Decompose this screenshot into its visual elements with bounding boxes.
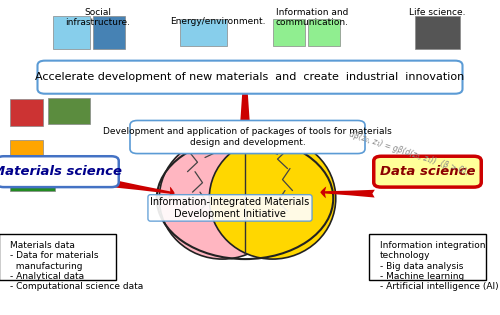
Text: Materials data
- Data for materials
  manufacturing
- Analytical data
- Computat: Materials data - Data for materials manu… <box>10 241 143 291</box>
FancyBboxPatch shape <box>368 234 486 280</box>
FancyBboxPatch shape <box>0 234 116 280</box>
Text: Life science.: Life science. <box>409 8 466 17</box>
Ellipse shape <box>209 138 336 259</box>
Text: Information-Integrated Materials
Development Initiative: Information-Integrated Materials Develop… <box>150 197 310 219</box>
Text: Social
infrastructure.: Social infrastructure. <box>65 8 130 27</box>
Ellipse shape <box>159 138 286 259</box>
FancyBboxPatch shape <box>52 16 90 49</box>
Text: Data science: Data science <box>380 165 475 178</box>
FancyBboxPatch shape <box>415 16 460 49</box>
FancyBboxPatch shape <box>92 16 125 49</box>
Text: Information and
communication.: Information and communication. <box>276 8 349 27</box>
FancyBboxPatch shape <box>38 60 463 94</box>
Text: Information integration
technology
- Big data analysis
- Machine learning
- Arti: Information integration technology - Big… <box>380 241 498 291</box>
FancyBboxPatch shape <box>130 121 365 154</box>
Text: dβ(z₀, z₁) = gβ(d(z₀, z₁))  (β > 0),: dβ(z₀, z₁) = gβ(d(z₀, z₁)) (β > 0), <box>348 129 469 176</box>
Text: Energy/environment.: Energy/environment. <box>170 17 265 26</box>
FancyBboxPatch shape <box>0 156 119 187</box>
FancyBboxPatch shape <box>272 19 305 46</box>
FancyBboxPatch shape <box>308 19 340 46</box>
FancyBboxPatch shape <box>180 19 228 46</box>
FancyBboxPatch shape <box>10 167 55 191</box>
FancyBboxPatch shape <box>10 140 42 162</box>
FancyBboxPatch shape <box>10 99 42 126</box>
FancyBboxPatch shape <box>48 98 90 124</box>
Text: Accelerate development of new materials  and  create  industrial  innovation: Accelerate development of new materials … <box>36 72 465 82</box>
FancyBboxPatch shape <box>374 156 481 187</box>
Text: Materials science: Materials science <box>0 165 122 178</box>
Text: Development and application of packages of tools for materials
design and develo: Development and application of packages … <box>103 127 392 147</box>
